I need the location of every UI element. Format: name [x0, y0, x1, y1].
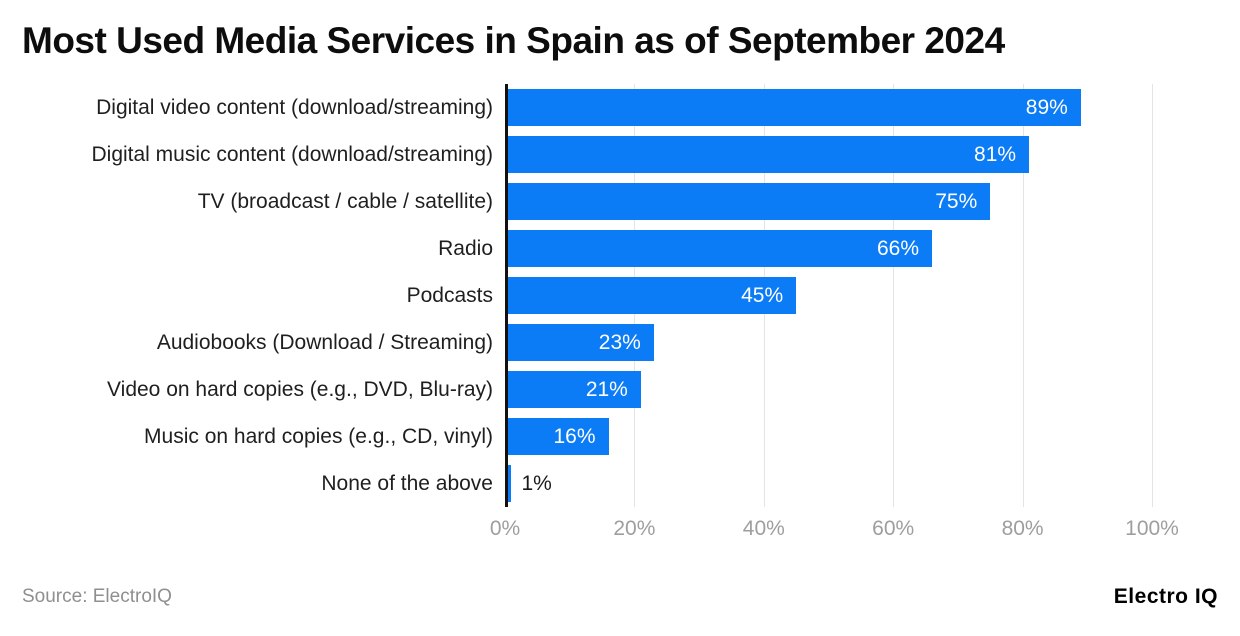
value-label: 1%: [521, 471, 552, 495]
bar-row: 45%: [505, 272, 1152, 319]
axis-spacer: [22, 507, 505, 549]
value-label: 66%: [876, 236, 920, 260]
source-label: Source: ElectroIQ: [22, 586, 172, 607]
bar: 89%: [505, 89, 1081, 126]
bars-layer: 89% 81% 75% 66% 45% 23% 21% 16% 1%: [505, 84, 1152, 507]
bar-row: 75%: [505, 178, 1152, 225]
bar: 45%: [505, 277, 797, 314]
gridline: [1152, 84, 1153, 507]
x-tick-label: 60%: [872, 517, 915, 540]
x-tick-label: 40%: [742, 517, 785, 540]
bar-row: 23%: [505, 319, 1152, 366]
bar: 66%: [505, 230, 933, 267]
bar: [505, 465, 512, 502]
category-label: Video on hard copies (e.g., DVD, Blu-ray…: [107, 377, 493, 401]
value-label: 45%: [741, 283, 784, 307]
bar-row: 81%: [505, 131, 1152, 178]
bar-row: 66%: [505, 225, 1152, 272]
chart-title: Most Used Media Services in Spain as of …: [22, 20, 1005, 61]
category-label: TV (broadcast / cable / satellite): [197, 189, 493, 213]
category-label: Digital music content (download/streamin…: [91, 142, 493, 166]
value-label: 75%: [935, 189, 978, 213]
x-axis: 0% 20% 40% 60% 80% 100%: [490, 507, 1179, 549]
category-label: Radio: [438, 236, 493, 260]
x-tick-label: 20%: [613, 517, 656, 540]
y-axis-line: [505, 84, 508, 507]
value-label: 89%: [1025, 95, 1068, 119]
bar: 21%: [505, 371, 641, 408]
plot-area: 89% 81% 75% 66% 45% 23% 21% 16% 1%: [505, 84, 1153, 507]
bar: 16%: [505, 418, 609, 455]
bar-row: 21%: [505, 366, 1152, 413]
footer: Source: ElectroIQ Electro IQ: [22, 585, 1240, 609]
bar: 23%: [505, 324, 654, 361]
gridline: [893, 84, 895, 507]
bar-row: 16%: [505, 413, 1152, 460]
value-label: 23%: [598, 330, 641, 354]
bar-chart: Digital video content (download/streamin…: [22, 84, 1240, 549]
category-label: Music on hard copies (e.g., CD, vinyl): [144, 424, 493, 448]
category-label: Audiobooks (Download / Streaming): [156, 330, 493, 354]
value-label: 21%: [585, 377, 628, 401]
category-label: Digital video content (download/streamin…: [96, 95, 493, 119]
category-labels-column: Digital video content (download/streamin…: [22, 84, 505, 507]
gridline: [1022, 84, 1024, 507]
category-label: Podcasts: [406, 283, 493, 307]
x-tick-label: 0%: [489, 517, 521, 540]
category-label: None of the above: [321, 471, 493, 495]
bar: 75%: [505, 183, 991, 220]
x-tick-label: 100%: [1125, 517, 1179, 540]
value-label: 16%: [553, 424, 596, 448]
bar: 81%: [505, 136, 1030, 173]
bar-row: 89%: [505, 84, 1152, 131]
bar-row: 1%: [505, 460, 1152, 507]
value-label: 81%: [974, 142, 1017, 166]
x-tick-label: 80%: [1001, 517, 1044, 540]
brand-logo: Electro IQ: [1113, 585, 1218, 608]
